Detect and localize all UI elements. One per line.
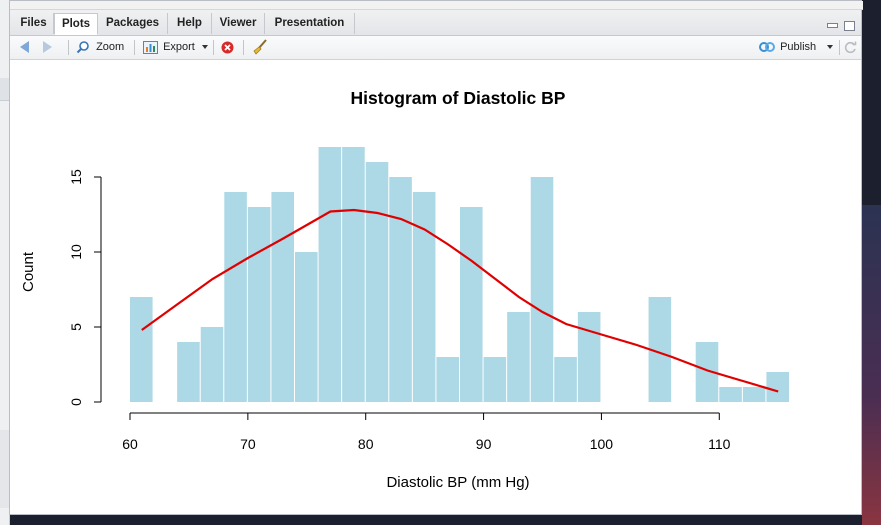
x-tick-label: 60 bbox=[122, 436, 138, 452]
histogram-bar bbox=[648, 297, 672, 402]
histogram-bar bbox=[247, 207, 271, 402]
histogram-bar bbox=[200, 327, 224, 402]
tab-packages[interactable]: Packages bbox=[98, 13, 168, 34]
y-tick-label: 0 bbox=[68, 398, 84, 406]
x-axis: 60 70 80 90 100 110 bbox=[122, 412, 731, 452]
histogram-bar bbox=[271, 192, 294, 402]
window-controls bbox=[825, 18, 855, 36]
publish-button[interactable]: Publish bbox=[759, 36, 834, 59]
export-label: Export bbox=[163, 41, 195, 53]
chevron-down-icon bbox=[201, 45, 208, 50]
plots-pane: Files Plots Packages Help Viewer Present… bbox=[9, 0, 863, 515]
zoom-label: Zoom bbox=[96, 41, 125, 53]
plots-toolbar: Zoom Export bbox=[10, 36, 861, 60]
y-axis: 0 5 10 15 bbox=[68, 169, 102, 406]
histogram-bar bbox=[295, 252, 318, 402]
refresh-icon bbox=[844, 41, 857, 53]
minimize-pane-button[interactable] bbox=[826, 23, 838, 28]
tab-files[interactable]: Files bbox=[14, 13, 54, 34]
y-tick-label: 15 bbox=[68, 169, 84, 185]
zoom-button[interactable]: Zoom bbox=[76, 36, 124, 59]
publish-icon bbox=[759, 42, 775, 53]
histogram-bar bbox=[318, 147, 342, 402]
histogram-bar bbox=[365, 162, 389, 402]
histogram-bar bbox=[577, 312, 601, 402]
pane-top-edge bbox=[10, 1, 863, 10]
back-button[interactable] bbox=[20, 36, 29, 59]
y-tick-label: 10 bbox=[68, 244, 84, 260]
density-curve bbox=[141, 208, 779, 393]
export-image-icon bbox=[143, 40, 158, 54]
histogram-bar bbox=[507, 312, 530, 402]
histogram-bar bbox=[342, 147, 365, 402]
tab-presentation[interactable]: Presentation bbox=[265, 13, 355, 34]
maximize-pane-button[interactable] bbox=[844, 21, 855, 31]
histogram-bar bbox=[766, 372, 789, 402]
histogram-bar bbox=[719, 387, 742, 402]
chart-title: Histogram of Diastolic BP bbox=[351, 88, 566, 108]
x-tick-label: 100 bbox=[590, 436, 614, 452]
histogram-plot: Histogram of Diastolic BP 60 70 80 90 100 110… bbox=[20, 88, 789, 491]
histogram-bar bbox=[436, 357, 459, 402]
histogram-bar bbox=[412, 192, 436, 402]
tab-help[interactable]: Help bbox=[168, 13, 212, 34]
broom-icon bbox=[253, 39, 267, 55]
export-button[interactable]: Export bbox=[143, 36, 208, 59]
histogram-bars bbox=[130, 147, 789, 402]
forward-button[interactable] bbox=[43, 36, 52, 59]
x-tick-label: 70 bbox=[240, 436, 256, 452]
tab-viewer[interactable]: Viewer bbox=[212, 13, 265, 34]
y-axis-label: Count bbox=[20, 251, 37, 292]
x-tick-label: 80 bbox=[358, 436, 374, 452]
arrow-right-icon bbox=[43, 41, 52, 54]
histogram-bar bbox=[224, 192, 247, 402]
histogram-bar bbox=[177, 342, 200, 402]
desktop-background bbox=[862, 205, 881, 525]
histogram-bar bbox=[742, 387, 766, 402]
arrow-left-icon bbox=[20, 41, 29, 54]
histogram-bar bbox=[130, 297, 153, 402]
pane-tab-bar: Files Plots Packages Help Viewer Present… bbox=[10, 10, 861, 36]
histogram-bar bbox=[460, 207, 483, 402]
clear-all-plots-button[interactable] bbox=[252, 36, 268, 59]
histogram-bar bbox=[483, 357, 507, 402]
x-tick-label: 90 bbox=[476, 436, 492, 452]
remove-plot-button[interactable] bbox=[221, 36, 234, 59]
histogram-bar bbox=[389, 177, 412, 402]
chevron-down-icon bbox=[827, 45, 834, 50]
zoom-icon bbox=[76, 41, 89, 54]
y-tick-label: 5 bbox=[68, 323, 84, 331]
histogram-bar bbox=[695, 342, 719, 402]
refresh-button[interactable] bbox=[844, 36, 857, 59]
x-tick-label: 110 bbox=[708, 436, 731, 452]
tab-plots[interactable]: Plots bbox=[54, 13, 98, 35]
publish-label: Publish bbox=[780, 41, 817, 53]
x-axis-label: Diastolic BP (mm Hg) bbox=[386, 474, 529, 491]
histogram-bar bbox=[554, 357, 577, 402]
remove-circle-icon bbox=[221, 41, 234, 54]
histogram-bar bbox=[530, 177, 554, 402]
